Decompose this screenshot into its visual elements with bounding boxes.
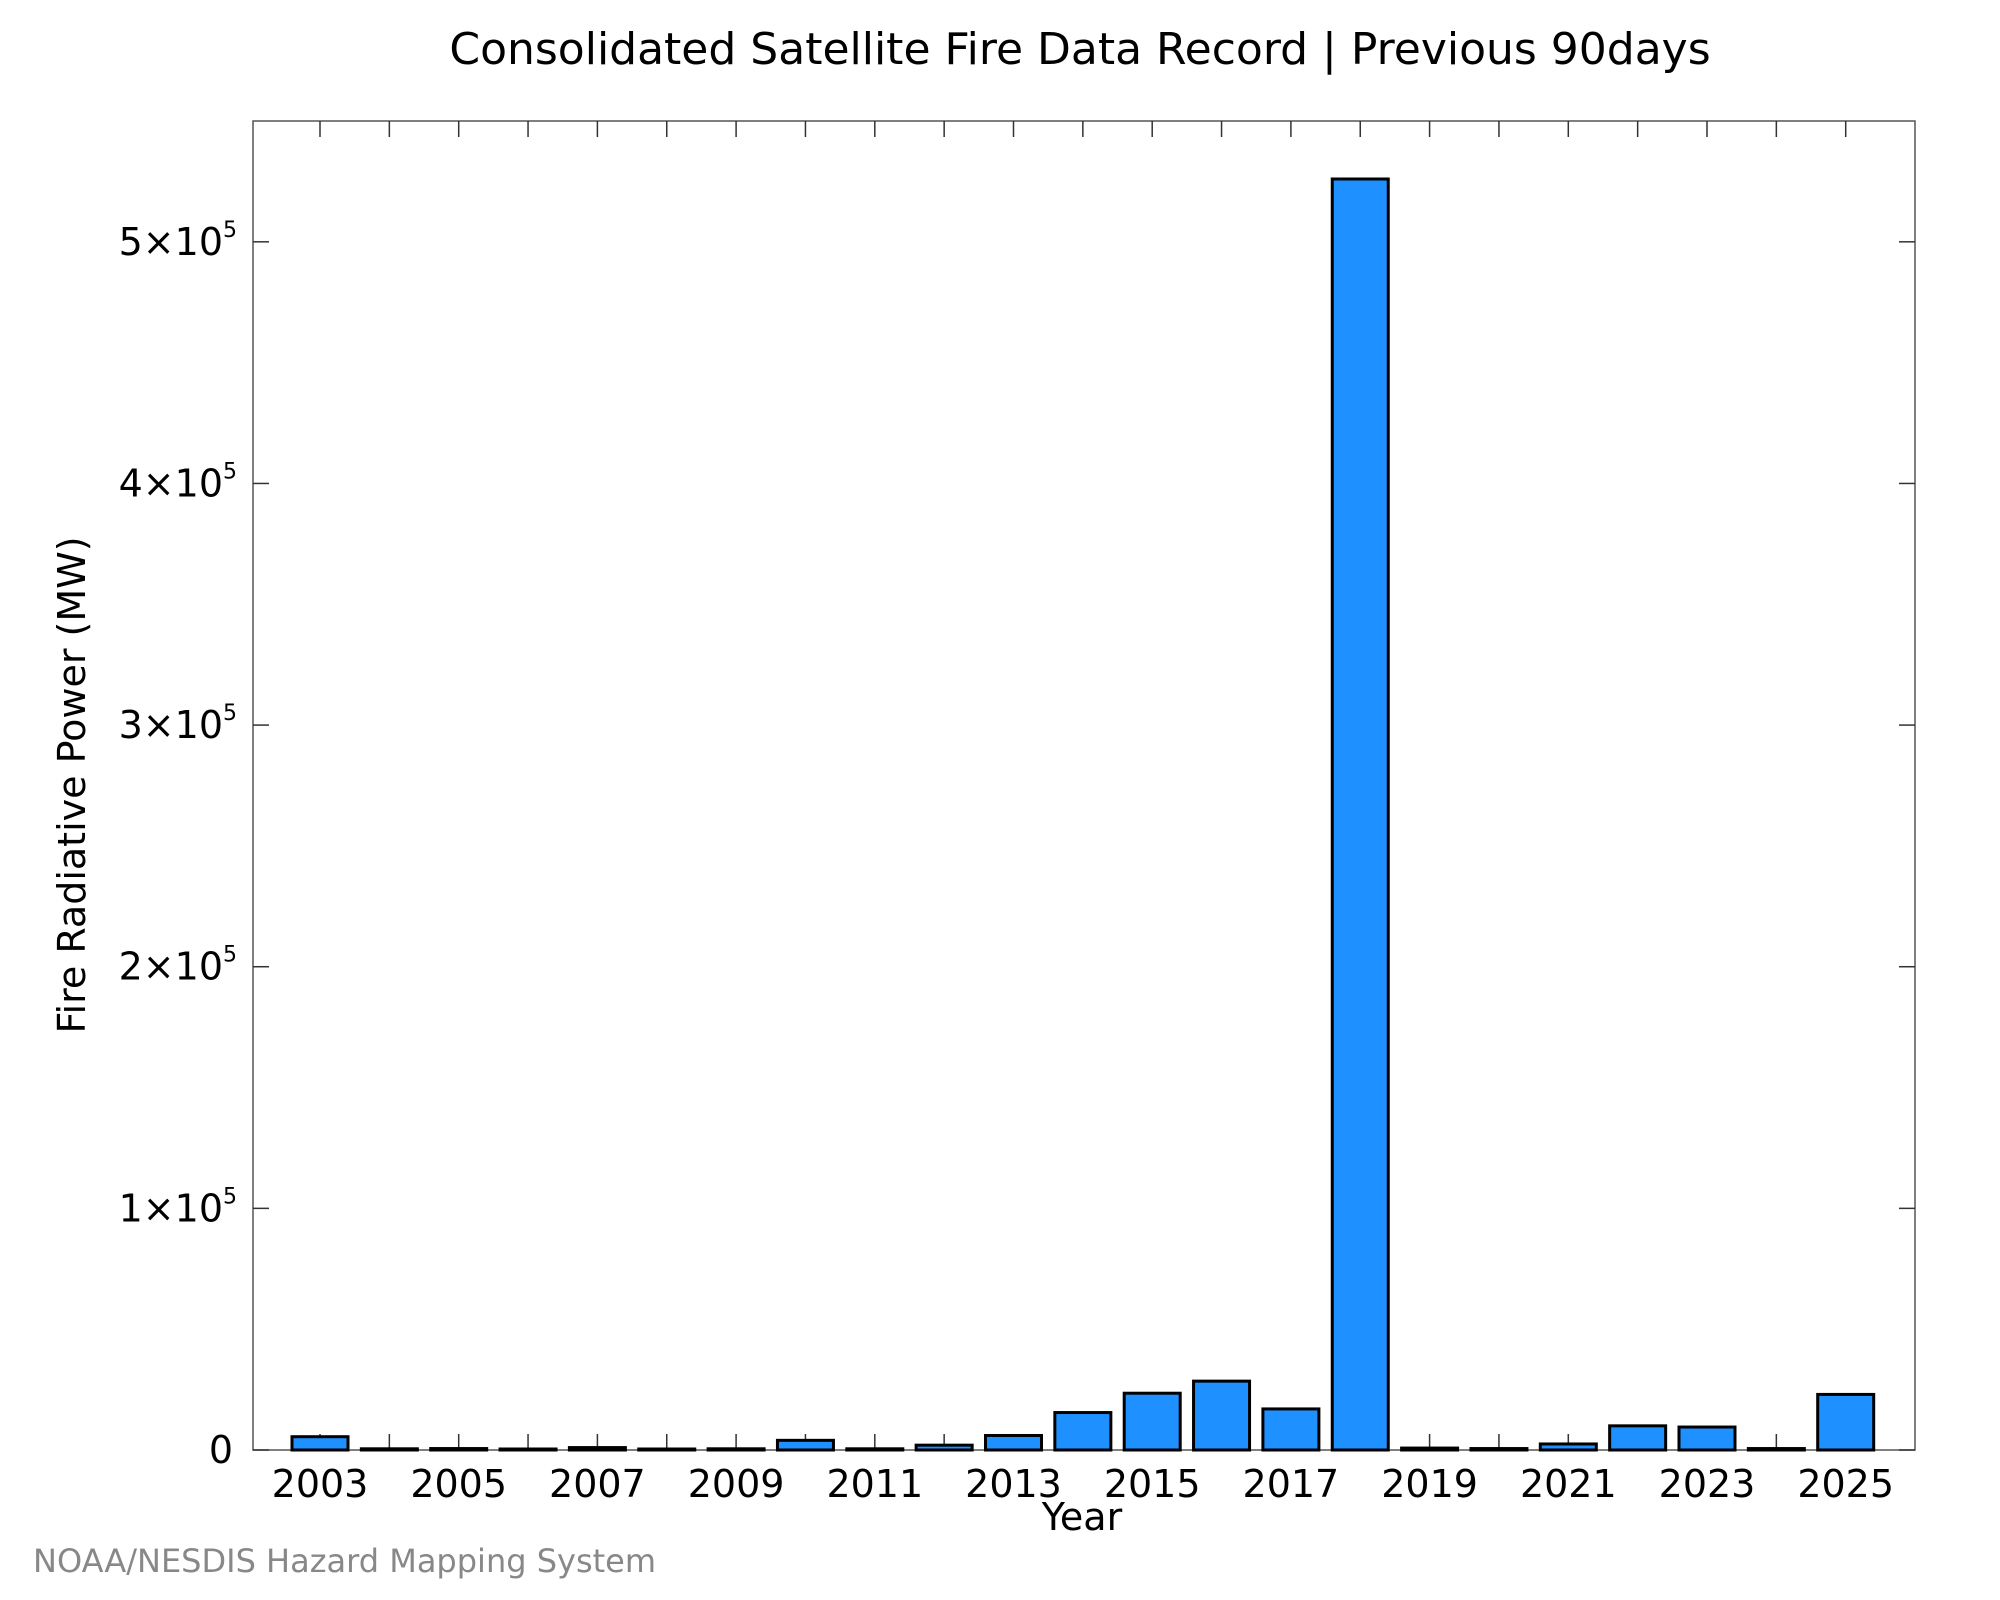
bar-2023	[1677, 1425, 1737, 1452]
x-tick-label: 2007	[549, 1462, 646, 1506]
y-tick-label: 2×105	[119, 943, 237, 989]
bar-2025	[1816, 1392, 1876, 1452]
chart-title: Consolidated Satellite Fire Data Record …	[449, 24, 1710, 75]
credit-text: NOAA/NESDIS Hazard Mapping System	[33, 1542, 656, 1580]
x-tick-label: 2011	[826, 1462, 923, 1506]
y-axis-label: Fire Radiative Power (MW)	[50, 536, 94, 1033]
bar-2020	[1469, 1447, 1529, 1452]
y-tick-label: 4×105	[119, 459, 237, 505]
bar-2010	[775, 1438, 835, 1452]
x-tick-label: 2021	[1520, 1462, 1617, 1506]
x-axis: 2003 2005 2007 2009 2011 2013 2015 2017 2019 2021…	[272, 121, 1894, 1506]
bar-2008	[637, 1447, 697, 1452]
y-axis: 0 1×105 2×105 3×105 4×105 5×105	[119, 218, 1915, 1472]
x-tick-label: 2015	[1104, 1462, 1201, 1506]
x-axis-label: Year	[1041, 1495, 1123, 1539]
x-tick-label: 2013	[965, 1462, 1062, 1506]
bar-2011	[845, 1447, 905, 1452]
x-tick-label: 2023	[1659, 1462, 1756, 1506]
x-tick-label: 2025	[1797, 1462, 1894, 1506]
bar-2014	[1053, 1411, 1113, 1452]
bar-2009	[706, 1447, 766, 1452]
x-tick-label: 2003	[272, 1462, 369, 1506]
x-tick-label: 2019	[1381, 1462, 1478, 1506]
bar-2016	[1192, 1379, 1252, 1452]
x-tick-label: 2017	[1243, 1462, 1340, 1506]
bar-2007	[567, 1446, 627, 1452]
bar-2018	[1330, 177, 1390, 1452]
bar-2024	[1746, 1447, 1806, 1452]
x-tick-label: 2005	[410, 1462, 507, 1506]
bar-2017	[1261, 1407, 1321, 1452]
x-tick-label: 2009	[688, 1462, 785, 1506]
bar-2006	[498, 1447, 558, 1452]
bar-2013	[984, 1434, 1043, 1452]
bar-2019	[1400, 1446, 1460, 1452]
y-tick-label: 0	[209, 1428, 233, 1472]
bar-2022	[1608, 1424, 1668, 1452]
plot-border	[252, 120, 1916, 1451]
bar-2003	[290, 1435, 350, 1452]
y-tick-label: 3×105	[119, 701, 237, 747]
bar-2021	[1538, 1442, 1598, 1452]
bar-2015	[1122, 1391, 1182, 1452]
y-tick-label: 5×105	[119, 218, 237, 264]
bar-2012	[914, 1443, 974, 1452]
y-tick-label: 1×105	[119, 1184, 237, 1230]
bar-2004	[359, 1447, 419, 1452]
bar-2005	[429, 1447, 489, 1452]
plot-area	[252, 120, 1916, 1451]
bar-series	[290, 177, 1876, 1452]
